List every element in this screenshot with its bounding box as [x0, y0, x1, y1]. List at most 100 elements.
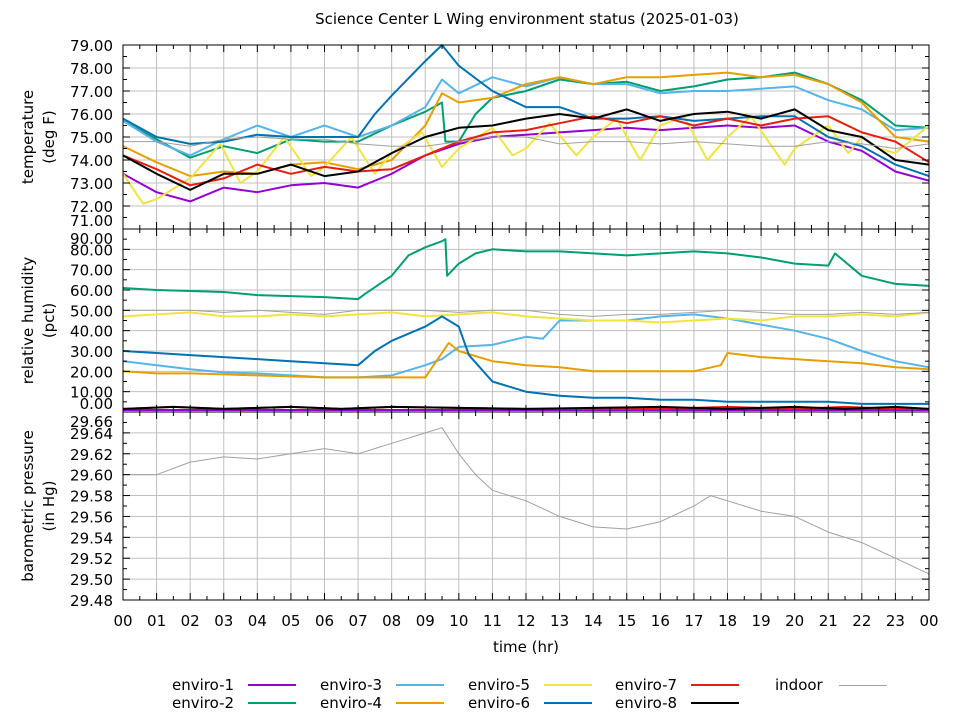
x-tick-label: 20: [785, 612, 804, 630]
x-tick-label: 00: [113, 612, 132, 630]
y-tick-label: 10.00: [70, 384, 113, 402]
x-tick-label: 07: [349, 612, 368, 630]
series-line-pressure-indoor: [123, 427, 930, 575]
series-line-temperature-enviro-1: [122, 124, 930, 203]
y-tick-label: 29.48: [70, 592, 113, 610]
series-line-temperature-enviro-7: [122, 115, 930, 187]
x-tick-label: 05: [281, 612, 300, 630]
legend-swatch: [544, 702, 592, 704]
y-axis-label-temperature: temperature (deg F): [19, 90, 58, 184]
y-tick-label: 29.64: [70, 425, 113, 443]
series-line-humidity-enviro-6: [122, 315, 929, 405]
x-tick-label: 03: [214, 612, 233, 630]
x-tick-label: 19: [752, 612, 771, 630]
y-axis-label-humidity: relative humidity (pct): [19, 257, 58, 385]
y-axis-label-line: barometric pressure: [19, 430, 37, 582]
chart-title: Science Center L Wing environment status…: [315, 10, 739, 28]
x-tick-label: 00: [919, 612, 938, 630]
y-tick-label: 29.60: [70, 467, 113, 485]
grid: [123, 45, 929, 600]
series-line-temperature-enviro-6: [122, 44, 930, 178]
x-tick-label: 14: [584, 612, 603, 630]
x-tick-label: 23: [886, 612, 905, 630]
legend-item-enviro-3: enviro-3: [320, 676, 444, 694]
y-tick-label: 75.00: [70, 129, 113, 147]
y-tick-label: 71.00: [70, 212, 113, 230]
legend-item-enviro-5: enviro-5: [468, 676, 592, 694]
legend-swatch: [691, 684, 739, 686]
legend-label: enviro-4: [320, 694, 383, 712]
x-tick-label: 22: [852, 612, 871, 630]
x-tick-label: 02: [181, 612, 200, 630]
legend-swatch: [839, 684, 887, 686]
x-tick-label: 01: [147, 612, 166, 630]
y-tick-label: 77.00: [70, 83, 113, 101]
legend-swatch: [396, 702, 444, 704]
y-tick-label: 29.66: [70, 413, 113, 431]
series-line-temperature-enviro-2: [122, 71, 930, 159]
y-tick-label: 20.00: [70, 363, 113, 381]
legend-label: enviro-5: [468, 676, 531, 694]
series-line-temperature-enviro-3: [122, 76, 930, 157]
series-line-humidity-enviro-5: [122, 311, 930, 324]
legend-item-enviro-8: enviro-8: [615, 694, 739, 712]
y-tick-label: 60.00: [70, 282, 113, 300]
y-tick-label: 30.00: [70, 343, 113, 361]
y-axis-label-line: (pct): [40, 303, 58, 338]
series-line-temperature-enviro-8: [122, 108, 930, 191]
x-tick-label: 12: [516, 612, 535, 630]
legend-label: enviro-2: [172, 694, 235, 712]
x-tick-label: 16: [651, 612, 670, 630]
y-tick-label: 73.00: [70, 175, 113, 193]
y-tick-label: 29.56: [70, 508, 113, 526]
y-tick-label: 90.00: [70, 230, 113, 248]
series-line-humidity-enviro-2: [122, 238, 930, 301]
legend-swatch: [544, 684, 592, 686]
y-tick-label: 29.50: [70, 571, 113, 589]
y-tick-label: 70.00: [70, 262, 113, 280]
legend-swatch: [248, 684, 296, 686]
y-axis-label-pressure: barometric pressure (in Hg): [19, 430, 58, 582]
y-tick-label: 74.00: [70, 152, 113, 170]
legend-swatch: [248, 702, 296, 704]
y-tick-label: 29.54: [70, 529, 113, 547]
y-tick-label: 40.00: [70, 323, 113, 341]
series-line-humidity-indoor: [123, 309, 930, 317]
legend-item-enviro-7: enviro-7: [615, 676, 739, 694]
y-tick-label: 29.58: [70, 488, 113, 506]
legend-item-enviro-4: enviro-4: [320, 694, 444, 712]
x-tick-label: 18: [718, 612, 737, 630]
x-tick-label: 08: [382, 612, 401, 630]
y-axis-label-line: relative humidity: [19, 257, 37, 385]
legend-label: enviro-6: [468, 694, 531, 712]
x-tick-label: 06: [315, 612, 334, 630]
y-tick-label: 29.62: [70, 446, 113, 464]
x-tick-label: 11: [483, 612, 502, 630]
x-tick-label: 13: [550, 612, 569, 630]
legend-label: enviro-3: [320, 676, 383, 694]
y-axis-label-line: (deg F): [40, 110, 58, 163]
y-axis-label-line: temperature: [19, 90, 37, 184]
y-tick-label: 78.00: [70, 60, 113, 78]
panel-frame-pressure: [122, 411, 930, 601]
y-tick-label: 29.52: [70, 550, 113, 568]
x-tick-label: 04: [248, 612, 267, 630]
legend-item-indoor: indoor: [775, 676, 887, 694]
series-line-humidity-enviro-3: [122, 313, 930, 379]
legend-label: enviro-1: [172, 676, 235, 694]
legend-label: enviro-7: [615, 676, 678, 694]
series-line-temperature-indoor: [123, 136, 930, 149]
legend-swatch: [691, 702, 739, 704]
y-tick-label: 50.00: [70, 302, 113, 320]
legend-item-enviro-1: enviro-1: [172, 676, 296, 694]
x-tick-label: 09: [416, 612, 435, 630]
x-axis-label: time (hr): [493, 638, 559, 656]
x-tick-label: 17: [684, 612, 703, 630]
y-axis-label-line: (in Hg): [40, 481, 58, 532]
x-tick-label: 15: [617, 612, 636, 630]
legend-item-enviro-6: enviro-6: [468, 694, 592, 712]
y-tick-label: 79.00: [70, 37, 113, 55]
x-tick-label: 21: [819, 612, 838, 630]
